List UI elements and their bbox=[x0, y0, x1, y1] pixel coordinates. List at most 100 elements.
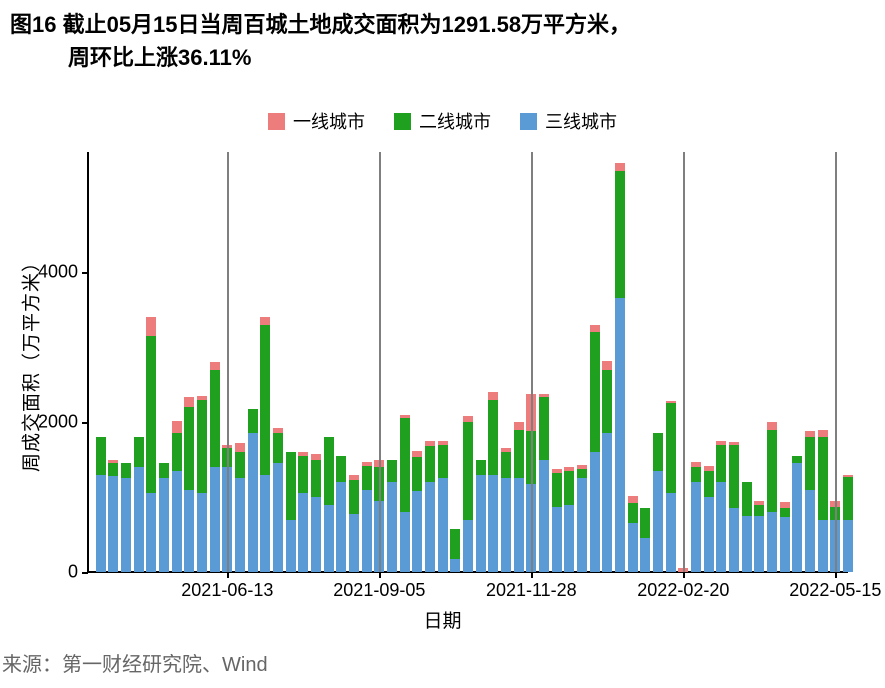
bar bbox=[818, 430, 828, 573]
bar bbox=[488, 392, 498, 572]
bar-seg-tier3 bbox=[476, 475, 486, 573]
bar bbox=[742, 482, 752, 572]
bar bbox=[843, 475, 853, 573]
bar bbox=[438, 441, 448, 572]
bar-seg-tier1 bbox=[235, 443, 245, 452]
bar bbox=[628, 496, 638, 573]
bar-seg-tier2 bbox=[514, 430, 524, 479]
bars-container bbox=[88, 152, 848, 572]
bar bbox=[463, 416, 473, 572]
bar-seg-tier2 bbox=[425, 446, 435, 482]
bar-seg-tier2 bbox=[628, 503, 638, 523]
bar-seg-tier3 bbox=[704, 497, 714, 572]
x-tick bbox=[683, 572, 685, 578]
bar-seg-tier2 bbox=[146, 336, 156, 494]
bar-seg-tier3 bbox=[602, 433, 612, 572]
bar bbox=[134, 437, 144, 572]
legend: 一线城市 二线城市 三线城市 bbox=[0, 108, 885, 135]
bar-seg-tier3 bbox=[248, 433, 258, 572]
bar-seg-tier1 bbox=[488, 392, 498, 400]
bar-seg-tier3 bbox=[552, 507, 562, 572]
bar-seg-tier2 bbox=[640, 508, 650, 538]
bar-seg-tier3 bbox=[197, 493, 207, 572]
bar-seg-tier3 bbox=[336, 482, 346, 572]
x-tick-label: 2021-09-05 bbox=[333, 580, 425, 601]
x-tick bbox=[835, 572, 837, 578]
bar-seg-tier2 bbox=[577, 469, 587, 479]
bar-seg-tier3 bbox=[628, 523, 638, 572]
bar bbox=[716, 441, 726, 572]
bar-seg-tier3 bbox=[729, 508, 739, 572]
bar-seg-tier2 bbox=[362, 466, 372, 490]
title-line-2: 周环比上涨36.11% bbox=[68, 45, 251, 70]
bar-seg-tier2 bbox=[184, 407, 194, 490]
bar bbox=[476, 460, 486, 573]
bar-seg-tier3 bbox=[742, 516, 752, 572]
bar bbox=[653, 433, 663, 572]
bar-seg-tier2 bbox=[412, 457, 422, 491]
bar bbox=[780, 502, 790, 572]
bar-seg-tier1 bbox=[767, 422, 777, 430]
bar bbox=[552, 469, 562, 572]
bar-seg-tier1 bbox=[184, 397, 194, 407]
bar-seg-tier2 bbox=[235, 452, 245, 478]
bar-seg-tier3 bbox=[767, 512, 777, 572]
bar-seg-tier3 bbox=[108, 476, 118, 572]
bar bbox=[159, 463, 169, 572]
bar-seg-tier2 bbox=[602, 370, 612, 434]
bar-seg-tier3 bbox=[488, 475, 498, 573]
bar-seg-tier3 bbox=[235, 478, 245, 572]
bar-seg-tier3 bbox=[260, 475, 270, 573]
bar-seg-tier2 bbox=[311, 460, 321, 498]
bar bbox=[96, 437, 106, 572]
gridline bbox=[835, 152, 837, 572]
legend-label-tier1: 一线城市 bbox=[293, 108, 365, 134]
bar bbox=[450, 529, 460, 573]
bar-seg-tier3 bbox=[666, 493, 676, 572]
bar bbox=[324, 437, 334, 572]
bar-seg-tier2 bbox=[210, 370, 220, 468]
bar bbox=[425, 441, 435, 572]
x-tick bbox=[227, 572, 229, 578]
bar-seg-tier2 bbox=[159, 463, 169, 478]
bar bbox=[400, 415, 410, 573]
bar bbox=[615, 163, 625, 572]
x-tick-label: 2022-05-15 bbox=[789, 580, 881, 601]
bar-seg-tier2 bbox=[438, 445, 448, 479]
bar-seg-tier1 bbox=[172, 421, 182, 434]
bar bbox=[349, 475, 359, 573]
bar-seg-tier2 bbox=[324, 437, 334, 505]
bar bbox=[298, 452, 308, 572]
chart-title: 图16 截止05月15日当周百城土地成交面积为1291.58万平方米， 周环比上… bbox=[10, 8, 631, 74]
bar-seg-tier2 bbox=[792, 456, 802, 464]
bar-seg-tier1 bbox=[590, 325, 600, 333]
bar-seg-tier2 bbox=[172, 433, 182, 471]
bar-seg-tier2 bbox=[121, 463, 131, 478]
bar-seg-tier2 bbox=[767, 430, 777, 513]
bar bbox=[805, 431, 815, 572]
bar-seg-tier3 bbox=[311, 497, 321, 572]
legend-item-tier2: 二线城市 bbox=[394, 108, 491, 134]
bar-seg-tier3 bbox=[159, 478, 169, 572]
bar-seg-tier1 bbox=[818, 430, 828, 438]
bar-seg-tier2 bbox=[843, 477, 853, 520]
bar bbox=[210, 362, 220, 572]
bar-seg-tier3 bbox=[298, 493, 308, 572]
bar bbox=[754, 501, 764, 572]
x-tick-label: 2021-06-13 bbox=[181, 580, 273, 601]
bar-seg-tier1 bbox=[628, 496, 638, 504]
bar-seg-tier3 bbox=[463, 520, 473, 573]
bar-seg-tier3 bbox=[425, 482, 435, 572]
bar-seg-tier2 bbox=[704, 471, 714, 497]
bar-seg-tier2 bbox=[488, 400, 498, 475]
bar bbox=[704, 466, 714, 573]
bar-seg-tier3 bbox=[615, 298, 625, 572]
bar-seg-tier2 bbox=[463, 422, 473, 520]
x-tick-label: 2021-11-28 bbox=[486, 580, 577, 601]
bar-seg-tier3 bbox=[640, 538, 650, 572]
bar-seg-tier2 bbox=[286, 452, 296, 520]
bar bbox=[336, 456, 346, 572]
bar-seg-tier3 bbox=[121, 478, 131, 572]
bar-seg-tier3 bbox=[273, 463, 283, 572]
bar-seg-tier3 bbox=[412, 491, 422, 572]
